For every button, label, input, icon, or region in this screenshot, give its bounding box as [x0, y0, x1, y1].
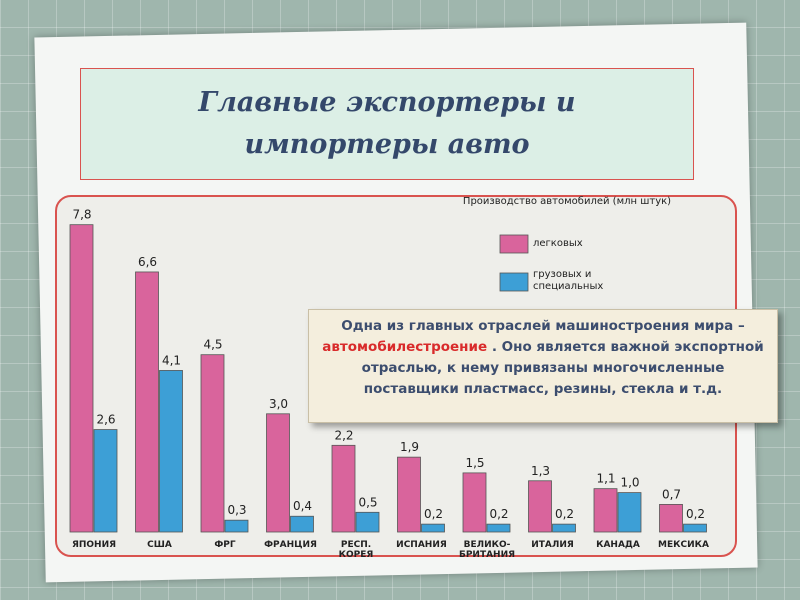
bar	[331, 444, 356, 533]
bar	[135, 271, 159, 533]
chart-title: Главные экспортеры и импортеры авто	[198, 87, 576, 160]
value-label: 3,0	[269, 397, 288, 411]
x-tick-label: ФРГ	[214, 540, 236, 550]
x-tick-label: ИСПАНИЯ	[396, 540, 447, 550]
x-tick-label: МЕКСИКА	[658, 540, 709, 550]
bar	[224, 519, 249, 533]
value-label: 6,6	[138, 255, 157, 269]
bar	[200, 354, 225, 533]
bar	[552, 523, 576, 533]
value-label: 1,9	[400, 440, 419, 454]
value-label: 1,1	[596, 472, 615, 486]
bar	[69, 224, 94, 533]
bar	[659, 504, 683, 533]
bar	[593, 488, 618, 533]
bar	[355, 511, 380, 533]
note: Одна из главных отраслей машиностроения …	[308, 309, 778, 423]
legend-label: легковых	[533, 238, 583, 249]
bar	[462, 472, 487, 533]
x-tick-label: РЕСП. КОРЕЯ	[338, 540, 374, 560]
bar	[486, 523, 511, 533]
legend-label: грузовых и специальных	[533, 269, 604, 292]
note-text: Одна из главных отраслей машиностроения …	[341, 318, 745, 334]
bar	[683, 523, 707, 533]
x-tick-label: ИТАЛИЯ	[531, 540, 574, 550]
value-label: 1,3	[531, 464, 550, 478]
value-label: 2,2	[334, 428, 353, 442]
bar	[397, 456, 421, 533]
bar	[159, 370, 183, 533]
legend-swatch	[499, 272, 529, 292]
value-label: 0,3	[227, 503, 246, 517]
legend-swatch	[499, 234, 529, 254]
value-label: 0,2	[555, 507, 574, 521]
bar	[290, 515, 314, 533]
value-label: 1,0	[620, 476, 639, 490]
value-label: 0,4	[293, 499, 312, 513]
value-label: 2,6	[96, 413, 115, 427]
value-label: 0,7	[662, 487, 681, 501]
x-tick-label: ВЕЛИКО-БРИТАНИЯ	[458, 540, 516, 560]
value-label: 1,5	[465, 456, 484, 470]
value-label: 7,8	[72, 208, 91, 222]
x-tick-label: США	[147, 540, 172, 550]
x-tick-label: КАНАДА	[596, 540, 640, 550]
note-text: . Оно является важной экспортной отрасль…	[361, 339, 764, 397]
value-label: 4,5	[203, 338, 222, 352]
legend-title: Производство автомобилей (млн штук)	[462, 196, 672, 207]
bar	[93, 429, 118, 533]
value-label: 0,2	[489, 507, 508, 521]
value-label: 0,5	[358, 495, 377, 509]
note-highlight: автомобилестроение	[322, 339, 488, 355]
bar	[266, 413, 290, 533]
bar	[421, 523, 445, 533]
x-tick-label: ЯПОНИЯ	[71, 540, 117, 550]
value-label: 4,1	[162, 353, 181, 367]
bar	[617, 492, 642, 533]
title-box: Главные экспортеры и импортеры авто	[80, 68, 694, 180]
value-label: 0,2	[424, 507, 443, 521]
bar	[528, 480, 552, 533]
x-tick-label: ФРАНЦИЯ	[264, 540, 317, 550]
value-label: 0,2	[686, 507, 705, 521]
